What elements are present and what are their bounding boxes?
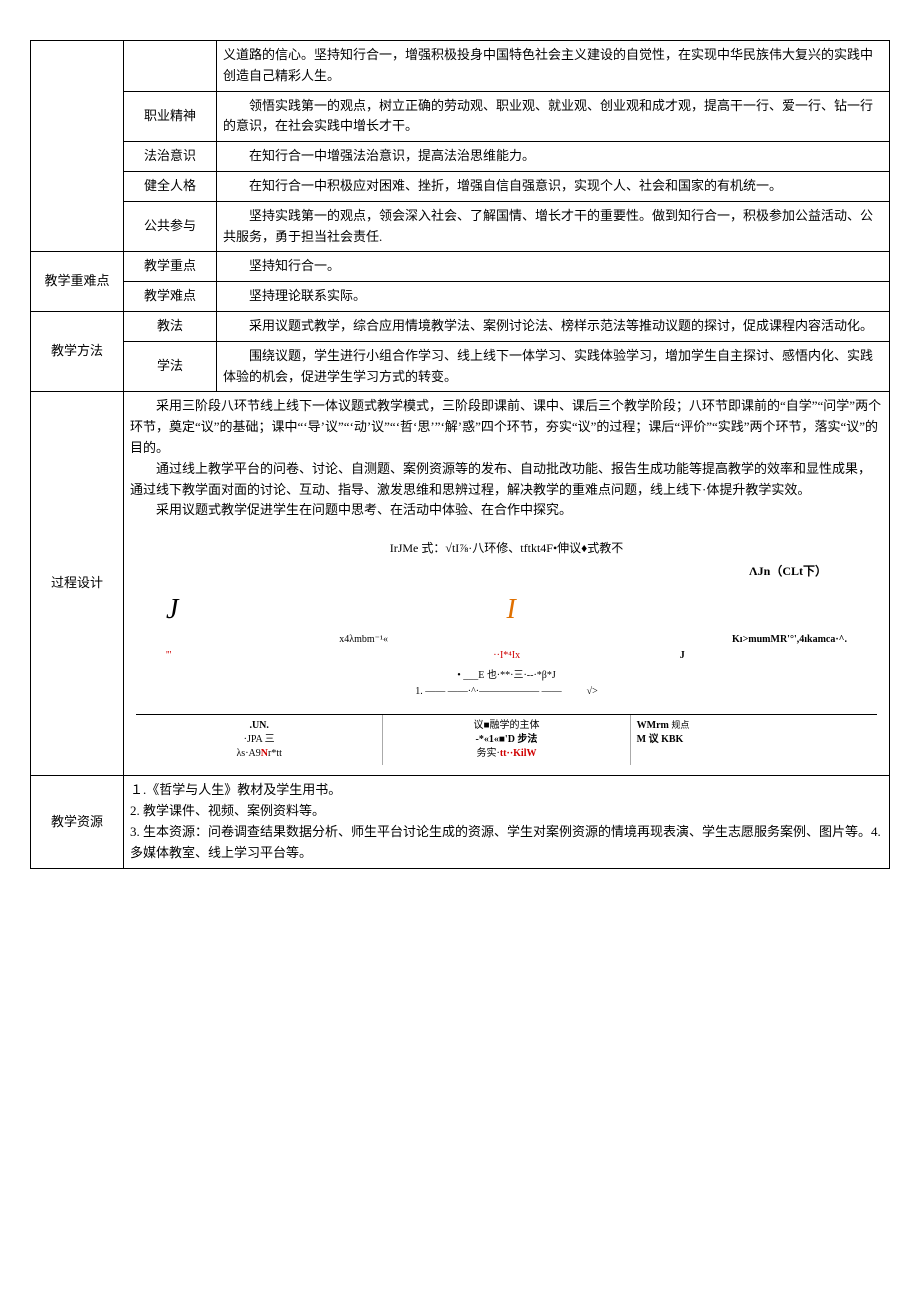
- resource-line: 3. 生本资源：问卷调查结果数据分析、师生平台讨论生成的资源、学生对案例资源的情…: [130, 822, 883, 864]
- diagram-letter-j: J: [166, 588, 178, 633]
- diagram-fragment: 1. —— ——·^·—————— —— √>: [136, 684, 877, 700]
- empty-subheader-cell: [124, 41, 217, 92]
- row-label: 教学重点: [124, 252, 217, 282]
- diagram-row: ''' ··I*⁴Iх J: [136, 648, 877, 664]
- diagram-title: IrJMe 式：√tI⅞·八环修、tftkt4F•伸议♦式教不: [136, 539, 877, 558]
- process-paragraph: 采用三阶段八环节线上线下一体议题式教学模式，三阶段即课前、课中、课后三个教学阶段…: [130, 396, 883, 458]
- section-label: 教学方法: [31, 311, 124, 391]
- row-label: 教法: [124, 311, 217, 341]
- diagram-spacer: [166, 632, 169, 648]
- diagram-fragment: 务实·tt··KilW: [389, 747, 623, 761]
- diagram-middle-lines: • ___E 也·**·三·--·*β*J 1. —— ——·^·—————— …: [136, 664, 877, 704]
- diagram-fragment: WMrm 规点: [637, 719, 871, 733]
- section-label: 教学重难点: [31, 252, 124, 312]
- row-content: 采用议题式教学，综合应用情境教学法、案例讨论法、榜样示范法等推动议题的探讨，促成…: [217, 311, 890, 341]
- lesson-plan-table: 义道路的信心。坚持知行合一，增强积极投身中国特色社会主义建设的自觉性，在实现中华…: [30, 40, 890, 869]
- row-content: 坚持理论联系实际。: [217, 282, 890, 312]
- row-content: 在知行合一中积极应对困难、挫折，增强自信自强意识，实现个人、社会和国家的有机统一…: [217, 171, 890, 201]
- row-label: 健全人格: [124, 171, 217, 201]
- resources-cell: １.《哲学与人生》教材及学生用书。 2. 教学课件、视频、案例资料等。 3. 生…: [124, 776, 890, 868]
- diagram-fragment: Kı>mumMR'°',4ıkamca·^.: [732, 632, 847, 648]
- row-label: 法治意识: [124, 142, 217, 172]
- diagram-row: x4λmbm⁻¹« Kı>mumMR'°',4ıkamca·^.: [136, 632, 877, 648]
- process-design-cell: 采用三阶段八环节线上线下一体议题式教学模式，三阶段即课前、课中、课后三个教学阶段…: [124, 392, 890, 776]
- diagram-fragment: ·JPA 三: [142, 733, 376, 747]
- section-label: 教学资源: [31, 776, 124, 868]
- diagram-spacer: [844, 648, 847, 664]
- diagram-spacer: [559, 632, 562, 648]
- diagram-spacer: [331, 648, 334, 664]
- diagram-col: .UN. ·JPA 三 λs·A9Nr*tt: [136, 715, 382, 765]
- diagram-row: J I: [136, 588, 877, 633]
- process-paragraph: 采用议题式教学促进学生在问题中思考、在活动中体验、在合作中探究。: [130, 500, 883, 521]
- diagram-col: 议■融学的主体 -*«1«■'D 步法 务实·tt··KilW: [382, 715, 629, 765]
- diagram-fragment: M 议 KBK: [637, 733, 871, 747]
- process-paragraph: 通过线上教学平台的问卷、讨论、自测题、案例资源等的发布、自动批改功能、报告生成功…: [130, 459, 883, 501]
- row-content: 围绕议题，学生进行小组合作学习、线上线下一体学习、实践体验学习，增加学生自主探讨…: [217, 341, 890, 392]
- diagram-col: WMrm 规点 M 议 KBK: [630, 715, 877, 765]
- diagram-letter-i: I: [507, 588, 516, 633]
- row-content: 在知行合一中增强法治意识，提高法治思维能力。: [217, 142, 890, 172]
- diagram-fragment: ··I*⁴Iх: [493, 648, 520, 664]
- row-label: 教学难点: [124, 282, 217, 312]
- row-label: 学法: [124, 341, 217, 392]
- diagram-fragment: • ___E 也·**·三·--·*β*J: [136, 668, 877, 684]
- row-label: 职业精神: [124, 91, 217, 142]
- diagram-fragment: λs·A9Nr*tt: [142, 747, 376, 761]
- row-content: 坚持实践第一的观点，领会深入社会、了解国情、增长才干的重要性。做到知行合一，积极…: [217, 201, 890, 252]
- diagram-fragment: ''': [166, 648, 171, 664]
- resource-line: 2. 教学课件、视频、案例资料等。: [130, 801, 883, 822]
- empty-header-cell: [31, 41, 124, 252]
- diagram-fragment: J: [680, 648, 685, 664]
- row-content: 领悟实践第一的观点，树立正确的劳动观、职业观、就业观、创业观和成才观，提高干一行…: [217, 91, 890, 142]
- continuation-cell: 义道路的信心。坚持知行合一，增强积极投身中国特色社会主义建设的自觉性，在实现中华…: [217, 41, 890, 92]
- diagram-figure: IrJMe 式：√tI⅞·八环修、tftkt4F•伸议♦式教不 ΛJn（CLt下…: [130, 521, 883, 771]
- section-label: 过程设计: [31, 392, 124, 776]
- diagram-fragment: -*«1«■'D 步法: [389, 733, 623, 747]
- diagram-fragment: .UN.: [142, 719, 376, 733]
- row-content: 坚持知行合一。: [217, 252, 890, 282]
- diagram-fragment: 议■融学的主体: [389, 719, 623, 733]
- diagram-spacer: [844, 605, 847, 624]
- diagram-subtitle: ΛJn（CLt下）: [136, 562, 877, 581]
- diagram-bottom-columns: .UN. ·JPA 三 λs·A9Nr*tt 议■融学的主体 -*«1«■'D …: [136, 714, 877, 765]
- diagram-fragment: x4λmbm⁻¹«: [339, 632, 388, 648]
- resource-line: １.《哲学与人生》教材及学生用书。: [130, 780, 883, 801]
- row-label: 公共参与: [124, 201, 217, 252]
